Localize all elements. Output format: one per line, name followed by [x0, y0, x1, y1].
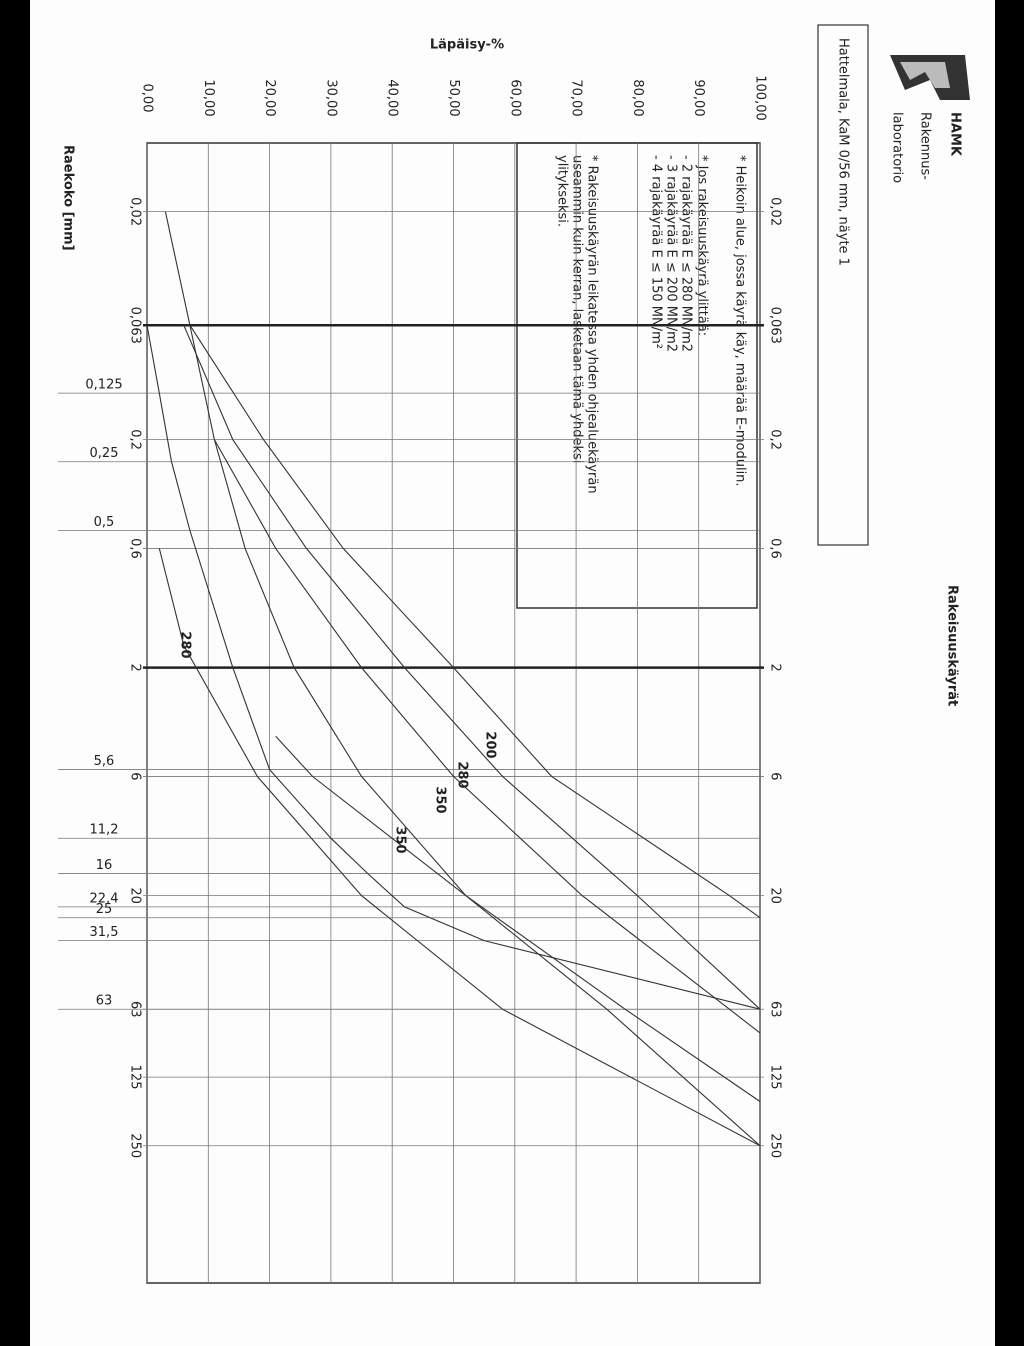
unit-name: Rakennus-: [918, 112, 933, 180]
note-line: ylitykseksi.: [555, 155, 570, 227]
chart-title: Rakeisuuskäyrät: [945, 585, 960, 706]
x-tick-label: 0,063: [768, 307, 783, 344]
y-tick-label: 40,00: [385, 79, 400, 116]
limit-curve: [183, 324, 761, 1010]
x-tick-label: 20: [768, 887, 783, 904]
x-tick-label: 63: [768, 1001, 783, 1018]
curve-label: 280: [178, 631, 193, 658]
y-tick-label: 70,00: [569, 79, 584, 116]
x-tick-label: 0,2: [128, 429, 143, 450]
sieve-label: 0,25: [90, 446, 119, 461]
sieve-label: 22,4: [90, 891, 119, 906]
x-tick-label: 250: [768, 1133, 783, 1158]
x-tick-label: 0,6: [768, 538, 783, 559]
sieve-label: 25: [96, 902, 113, 917]
curve-label: 280: [455, 761, 470, 788]
note-line: - 2 rajakäyrää E ≤ 280 MN/m2: [679, 155, 694, 352]
note-line: * Heikoin alue, jossa käyrä käy, määrää …: [733, 155, 748, 487]
x-tick-label: 0,6: [128, 538, 143, 559]
logo-icon: [890, 55, 970, 100]
sieve-label: 0,5: [94, 515, 115, 530]
y-tick-label: 60,00: [507, 79, 522, 116]
x-tick-label: 6: [128, 772, 143, 780]
limit-curve: [164, 211, 761, 1147]
y-axis-title: Läpäisy-%: [430, 38, 504, 53]
y-tick-label: 20,00: [262, 79, 277, 116]
y-tick-label: 50,00: [446, 79, 461, 116]
note-line: useammin kuin kerran, lasketaan tämä yhd…: [570, 155, 585, 463]
limit-curve: [158, 548, 761, 1147]
header-box: [817, 24, 869, 546]
unit-name: laboratorio: [890, 112, 905, 183]
limit-curve: [213, 439, 761, 1034]
y-tick-label: 0,00: [140, 84, 155, 113]
x-tick-label: 250: [128, 1133, 143, 1158]
x-tick-label: 125: [768, 1065, 783, 1090]
y-tick-label: 30,00: [323, 79, 338, 116]
note-line: - 3 rajakäyrää E ≤ 200 MN/m2: [664, 155, 679, 352]
sieve-label: 31,5: [90, 925, 119, 940]
sieve-label: 16: [96, 858, 113, 873]
x-tick-label: 0,02: [768, 197, 783, 226]
y-tick-label: 10,00: [201, 79, 216, 116]
limit-curve: [189, 324, 761, 919]
x-tick-label: 20: [128, 887, 143, 904]
sieve-label: 11,2: [90, 823, 119, 838]
x-tick-label: 0,2: [768, 429, 783, 450]
logo-text: HAMK: [948, 112, 963, 157]
note-line: - 4 rajakäyrää E ≤ 150 MN/m²: [649, 155, 664, 349]
x-tick-label: 2: [768, 663, 783, 671]
note-line: * Jos rakeisuuskäyrä ylittää:: [695, 155, 710, 336]
sieve-label: 0,125: [85, 378, 122, 393]
x-axis-title: Raekoko [mm]: [61, 145, 76, 251]
sieve-label: 63: [96, 994, 113, 1009]
sample-text: Hattelmala, KaM 0/56 mm, näyte 1: [836, 38, 851, 266]
curve-label: 350: [433, 786, 448, 813]
curve-label: 200: [483, 731, 498, 758]
paper: [30, 0, 995, 1346]
measured-curve: [146, 325, 761, 1010]
x-tick-label: 2: [128, 663, 143, 671]
y-tick-label: 80,00: [630, 79, 645, 116]
x-tick-label: 0,02: [128, 197, 143, 226]
y-tick-label: 90,00: [691, 79, 706, 116]
sieve-label: 5,6: [94, 754, 115, 769]
y-tick-label: 100,00: [753, 75, 768, 121]
x-tick-label: 0,063: [128, 307, 143, 344]
curve-label: 350: [393, 826, 408, 853]
x-tick-label: 6: [768, 772, 783, 780]
x-tick-label: 125: [128, 1065, 143, 1090]
